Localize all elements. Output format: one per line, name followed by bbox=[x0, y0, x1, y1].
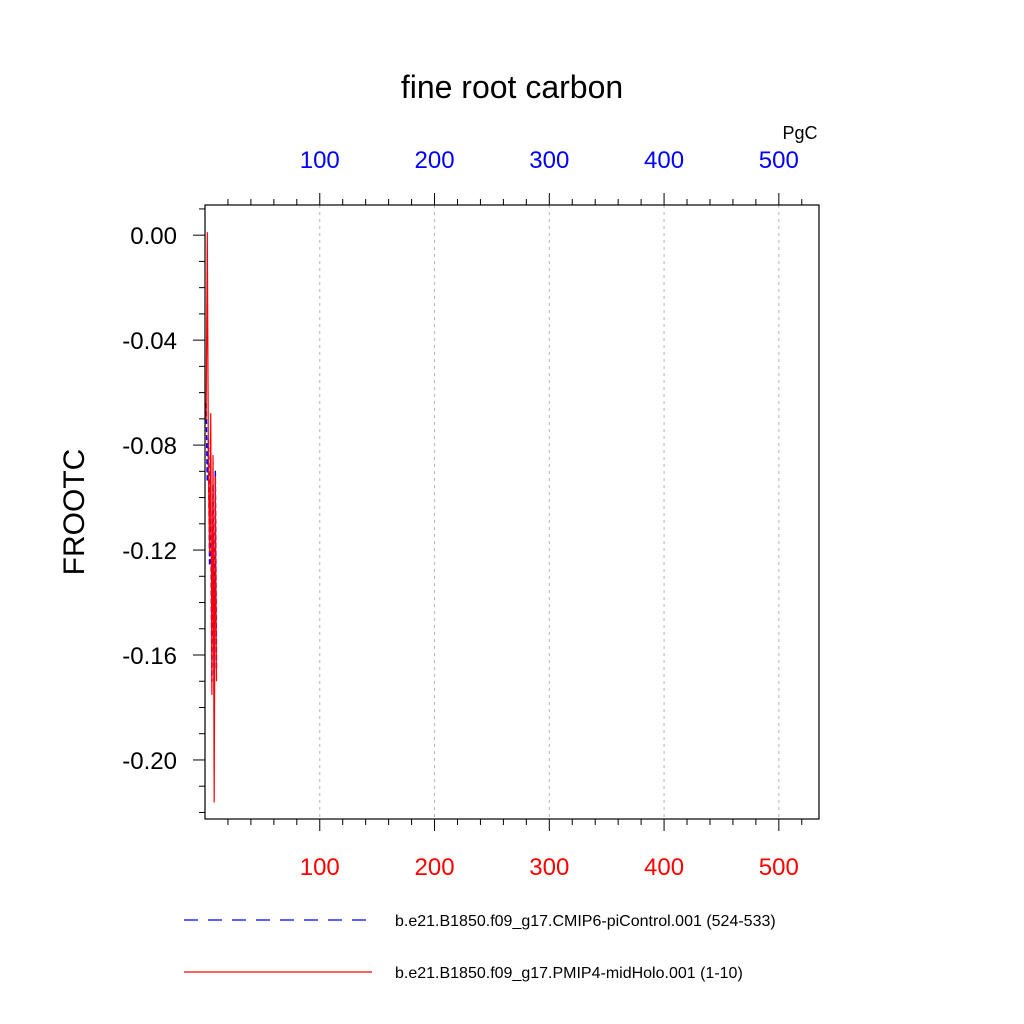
chart-title: fine root carbon bbox=[401, 69, 623, 105]
bottom-tick-label: 200 bbox=[415, 854, 455, 881]
top-tick-label: 500 bbox=[759, 147, 799, 174]
left-tick-label: -0.16 bbox=[122, 643, 177, 670]
series-line bbox=[205, 231, 218, 803]
bottom-tick-label: 500 bbox=[759, 854, 799, 881]
bottom-tick-label: 400 bbox=[644, 854, 684, 881]
left-tick-label: 0.00 bbox=[130, 223, 177, 250]
top-tick-label: 300 bbox=[529, 147, 569, 174]
plot-frame bbox=[204, 204, 820, 820]
axes: 100 200 300 400 500 100 200 300 400 500 0.00 -0.04 -… bbox=[122, 147, 803, 881]
bottom-tick-label: 100 bbox=[300, 854, 340, 881]
legend: b.e21.B1850.f09_g17.CMIP6-piControl.001 … bbox=[184, 913, 776, 982]
y-axis-label: FROOTC bbox=[58, 449, 91, 576]
top-axis-unit: PgC bbox=[782, 123, 817, 143]
grid bbox=[319, 205, 780, 819]
left-tick-label: -0.08 bbox=[122, 433, 177, 460]
left-tick-label: -0.20 bbox=[122, 748, 177, 775]
legend-label: b.e21.B1850.f09_g17.CMIP6-piControl.001 … bbox=[395, 913, 776, 930]
left-tick-label: -0.12 bbox=[122, 538, 177, 565]
left-tick-label: -0.04 bbox=[122, 328, 177, 355]
series-layer bbox=[205, 231, 218, 803]
legend-label: b.e21.B1850.f09_g17.PMIP4-midHolo.001 (1… bbox=[395, 965, 743, 982]
top-tick-label: 100 bbox=[300, 147, 340, 174]
top-tick-label: 200 bbox=[415, 147, 455, 174]
bottom-tick-label: 300 bbox=[529, 854, 569, 881]
top-tick-label: 400 bbox=[644, 147, 684, 174]
